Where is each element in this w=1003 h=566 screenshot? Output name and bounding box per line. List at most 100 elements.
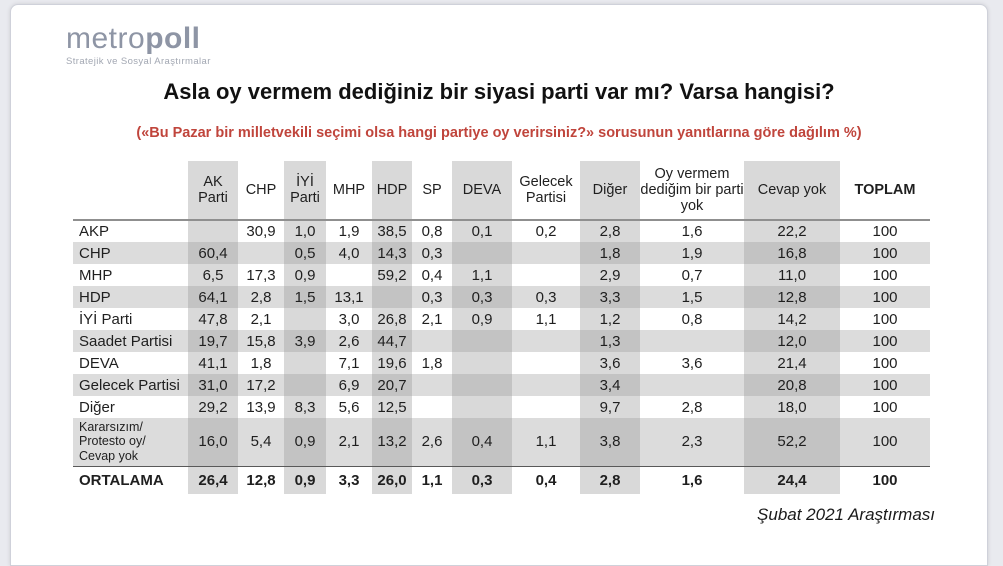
row-label: CHP <box>73 242 188 264</box>
data-cell: 15,8 <box>238 330 284 352</box>
data-cell: 0,3 <box>452 465 512 494</box>
data-cell: 26,0 <box>372 465 412 494</box>
data-cell <box>452 242 512 264</box>
data-cell: 1,5 <box>640 286 744 308</box>
page-title: Asla oy vermem dediğiniz bir siyasi part… <box>163 79 835 104</box>
table-row: Gelecek Partisi 31,0 17,2 6,9 20,7 3,4 20,8 100 <box>73 374 930 396</box>
data-cell <box>326 264 372 286</box>
data-cell: 47,8 <box>188 308 238 330</box>
data-cell <box>512 352 580 374</box>
row-label: DEVA <box>79 354 119 372</box>
data-cell: 100 <box>840 418 930 466</box>
table-row: ORTALAMA 26,4 12,8 0,9 3,3 26,0 1,1 0,3 0,4 2,8 1,… <box>73 465 930 494</box>
data-cell: 100 <box>872 266 898 284</box>
data-cell <box>284 352 326 374</box>
data-cell <box>452 330 512 352</box>
data-cell <box>452 396 512 418</box>
data-cell: 1,1 <box>512 418 580 466</box>
table-row: DEVA 41,1 1,8 7,1 19,6 1,8 3,6 3,6 21,4 100 <box>73 352 930 374</box>
data-cell: 0,9 <box>284 264 326 286</box>
table-row: Saadet Partisi 19,7 15,8 3,9 2,6 44,7 1,3 12,0 1… <box>73 330 930 352</box>
data-cell: 100 <box>840 374 930 396</box>
data-cell: 41,1 <box>188 352 238 374</box>
data-cell <box>512 330 580 352</box>
data-cell: 3,0 <box>338 310 360 328</box>
data-cell: 21,4 <box>744 352 840 374</box>
data-cell: 6,5 <box>188 264 238 286</box>
data-cell: 13,2 <box>372 418 412 466</box>
data-cell: 22,2 <box>744 220 840 242</box>
data-cell: 5,6 <box>338 398 360 416</box>
data-cell: 6,9 <box>326 374 372 396</box>
data-cell: 12,0 <box>744 330 840 352</box>
data-cell: 7,1 <box>338 354 360 372</box>
data-cell <box>412 396 452 418</box>
data-cell: 2,1 <box>326 418 372 466</box>
data-cell: 1,0 <box>284 220 326 242</box>
slide-card: metropoll Stratejik ve Sosyal Araştırmal… <box>10 4 988 566</box>
row-label: İYİ Parti <box>79 310 133 328</box>
data-cell: 1,1 <box>412 465 452 494</box>
data-cell: 1,1 <box>452 264 512 286</box>
column-header: TOPLAM <box>840 161 930 221</box>
data-cell: 0,3 <box>412 286 452 308</box>
data-cell: 0,9 <box>284 418 326 466</box>
table-row: AKP 30,9 1,0 1,9 38,5 0,8 0,1 0,2 2,8 1,6 22,2 100 <box>73 220 930 242</box>
data-cell: 17,2 <box>238 374 284 396</box>
data-cell: 100 <box>872 223 898 240</box>
data-cell: 20,7 <box>372 374 412 396</box>
data-cell: 3,6 <box>681 354 703 372</box>
data-cell: 0,4 <box>512 465 580 494</box>
row-label: Gelecek Partisi <box>73 374 188 396</box>
data-cell: 13,1 <box>326 286 372 308</box>
poll-results-table: AK Parti CHP İYİ Parti MHP HDP SP DEVA Gelecek … <box>73 161 930 494</box>
data-cell: 3,6 <box>580 352 640 374</box>
data-cell <box>284 374 326 396</box>
data-cell: 29,2 <box>188 396 238 418</box>
data-cell <box>284 308 326 330</box>
data-cell: 2,8 <box>681 398 703 416</box>
data-cell: 3,3 <box>326 465 372 494</box>
column-header: Cevap yok <box>744 161 840 221</box>
data-cell: 0,8 <box>421 223 443 240</box>
column-header: CHP <box>238 161 284 221</box>
data-cell: 2,6 <box>412 418 452 466</box>
column-header: Gelecek Partisi <box>512 161 580 221</box>
table-row: Diğer 29,2 13,9 8,3 5,6 12,5 9,7 2,8 18,0 100 <box>73 396 930 418</box>
logo-tagline: Stratejik ve Sosyal Araştırmalar <box>66 55 211 67</box>
data-cell <box>512 264 580 286</box>
logo-wordmark: metropoll <box>66 23 211 55</box>
data-cell: 100 <box>840 330 930 352</box>
row-label: ORTALAMA <box>73 465 188 494</box>
subtitle-note: («Bu Pazar bir milletvekili seçimi olsa … <box>136 125 862 141</box>
data-cell: 2,6 <box>326 330 372 352</box>
data-cell: 16,8 <box>744 242 840 264</box>
data-cell: 0,7 <box>681 266 703 284</box>
data-cell: 0,4 <box>421 266 443 284</box>
data-cell: 2,8 <box>238 286 284 308</box>
data-cell: 100 <box>840 242 930 264</box>
data-cell: 52,2 <box>744 418 840 466</box>
column-header: HDP <box>372 161 412 221</box>
data-cell: 26,8 <box>372 308 412 330</box>
corner-cell <box>73 161 188 221</box>
data-cell <box>372 286 412 308</box>
data-cell <box>412 374 452 396</box>
data-cell: 4,0 <box>326 242 372 264</box>
data-cell: 3,8 <box>580 418 640 466</box>
data-cell <box>452 374 512 396</box>
data-cell: 100 <box>840 286 930 308</box>
data-cell: 1,9 <box>640 242 744 264</box>
data-cell: 0,1 <box>452 220 512 242</box>
data-cell: 14,3 <box>372 242 412 264</box>
data-cell: 2,9 <box>580 264 640 286</box>
footer-survey-date: Şubat 2021 Araştırması <box>757 505 935 524</box>
column-header: Oy vermem dediğim bir parti yok <box>640 161 744 221</box>
data-cell <box>452 352 512 374</box>
data-cell: 19,6 <box>372 352 412 374</box>
data-cell: 0,3 <box>452 286 512 308</box>
data-cell <box>412 330 452 352</box>
data-cell: 1,1 <box>535 310 557 328</box>
data-cell: 5,4 <box>238 418 284 466</box>
data-cell: 0,5 <box>284 242 326 264</box>
